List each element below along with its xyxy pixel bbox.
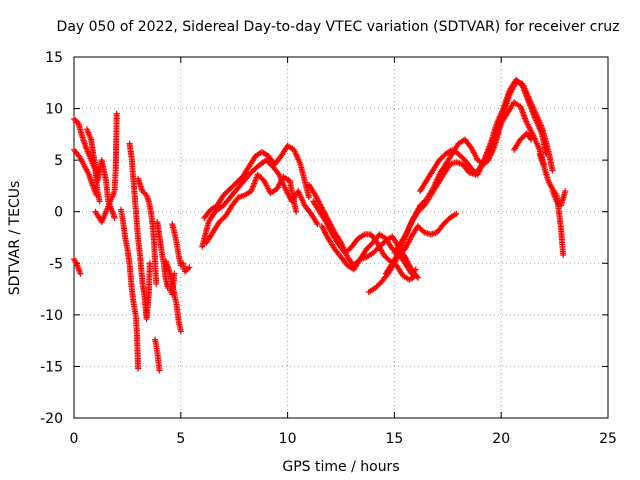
y-tick-label: 15: [45, 50, 63, 66]
data-point-marker: [71, 115, 77, 122]
x-tick-label: 10: [279, 431, 297, 447]
y-tick-label: 5: [54, 153, 63, 169]
data-point-marker: [156, 367, 163, 374]
series-trace: [71, 146, 100, 199]
x-tick-label: 0: [70, 431, 79, 447]
data-point-marker: [549, 167, 556, 174]
data-point-marker: [560, 252, 567, 259]
data-point-marker: [414, 274, 421, 281]
y-axis-label: SDTVAR / TECUs: [7, 181, 23, 296]
data-point-marker: [177, 328, 184, 335]
data-point-marker: [113, 110, 120, 117]
series-trace: [511, 130, 535, 153]
data-point-marker: [146, 260, 153, 267]
data-point-marker: [453, 210, 460, 217]
data-point-marker: [305, 194, 312, 201]
series-trace: [417, 76, 550, 195]
plot-frame: [73, 56, 609, 419]
x-axis-label: GPS time / hours: [282, 459, 399, 475]
axis-ticks: 0 5 10 15 20 25 -20 -15 -10 -5 0 5 10 15: [40, 50, 617, 447]
y-tick-label: 0: [54, 205, 63, 221]
data-point-marker: [528, 136, 535, 143]
series-trace: [199, 157, 321, 250]
x-tick-label: 25: [599, 431, 617, 447]
series-trace: [162, 258, 184, 335]
y-tick-label: -15: [40, 359, 63, 375]
series-trace: [126, 140, 153, 322]
series-trace: [117, 206, 142, 372]
data-point-marker: [293, 208, 300, 215]
series-trace: [169, 221, 193, 275]
series-trace: [71, 256, 84, 277]
data-markers: [71, 76, 569, 374]
data-point-marker: [77, 270, 84, 277]
series-trace: [549, 188, 569, 209]
y-tick-label: -10: [40, 308, 63, 324]
data-point-marker: [314, 221, 321, 228]
data-point-marker: [153, 280, 160, 287]
data-point-marker: [562, 188, 569, 195]
data-point-marker: [76, 153, 83, 160]
y-tick-label: -20: [40, 411, 63, 427]
x-tick-label: 5: [176, 431, 185, 447]
data-point-marker: [543, 150, 550, 157]
series-trace: [382, 99, 547, 277]
series-trace: [152, 336, 163, 374]
data-point-marker: [413, 273, 420, 280]
data-point-marker: [96, 198, 103, 205]
y-tick-label: -5: [49, 256, 63, 272]
series-trace: [92, 110, 120, 226]
chart-title: Day 050 of 2022, Sidereal Day-to-day VTE…: [57, 19, 620, 35]
x-tick-label: 15: [385, 431, 403, 447]
data-point-marker: [186, 264, 193, 271]
data-point-marker: [72, 117, 79, 124]
series-trace: [201, 142, 312, 221]
series-trace: [203, 171, 300, 246]
y-tick-label: 10: [45, 102, 63, 118]
series-trace: [135, 175, 160, 287]
x-tick-label: 20: [492, 431, 510, 447]
data-point-marker: [93, 192, 100, 199]
data-point-marker: [111, 214, 118, 221]
data-point-marker: [135, 365, 142, 372]
